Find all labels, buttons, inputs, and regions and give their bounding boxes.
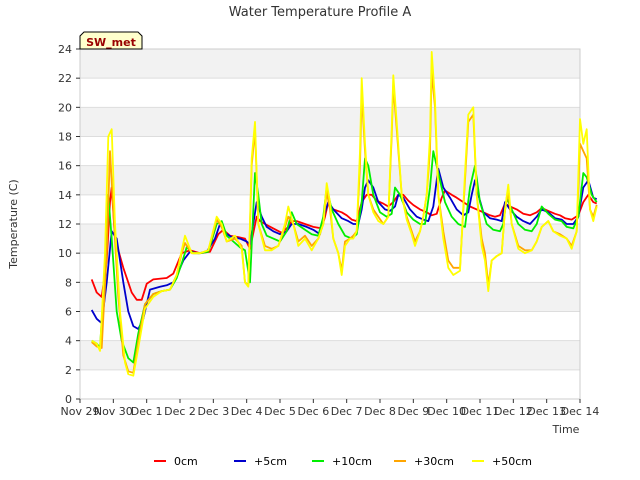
y-tick-label: 22 [58,72,72,85]
x-tick-label: Dec 12 [494,405,533,418]
y-tick-label: 2 [65,364,72,377]
series-layer [90,51,598,377]
chart-title: Water Temperature Profile A [229,5,412,20]
x-tick-label: Dec 8 [364,405,396,418]
x-tick-label: Dec 13 [527,405,566,418]
y-axis-label: Temperature (C) [7,179,20,269]
annotation-box [79,31,143,50]
y-tick-label: 24 [58,43,72,56]
grid-bands [80,49,580,370]
y-tick-label: 0 [65,393,72,406]
annotation-label: SW_met [86,36,136,49]
legend: 0cm +5cm +10cm +30cm +50cm [154,455,532,468]
x-tick-label: Dec 9 [397,405,429,418]
grid-band [80,340,580,370]
legend-label: +50cm [492,455,532,468]
y-tick-label: 4 [65,335,72,348]
x-tick-label: Dec 7 [331,405,363,418]
y-tick-label: 16 [58,160,72,173]
grid-band [80,165,580,195]
y-tick-label: 6 [65,306,72,319]
x-tick-label: Dec 11 [461,405,500,418]
grid-band [80,282,580,312]
y-tick-label: 18 [58,131,72,144]
legend-item: 0cm [154,455,198,468]
x-tick-label: Dec 3 [197,405,229,418]
legend-item: +5cm [234,455,287,468]
legend-item: +30cm [394,455,454,468]
legend-item: +50cm [472,455,532,468]
x-tick-label: Dec 6 [297,405,329,418]
y-tick-label: 20 [58,101,72,114]
x-tick-label: Dec 10 [427,405,466,418]
grid-band [80,224,580,254]
sw-met-annotation: SW_met [79,31,143,50]
y-tick-label: 12 [58,218,72,231]
x-tick-label: Dec 2 [164,405,196,418]
y-tick-label: 10 [58,247,72,260]
x-tick-label: Dec 1 [131,405,163,418]
series-line-50cm [91,51,598,377]
x-tick-label: Dec 4 [231,405,263,418]
x-tick-label: Nov 29 [61,405,100,418]
legend-label: 0cm [174,455,198,468]
legend-item: +10cm [312,455,372,468]
y-tick-label: 8 [65,276,72,289]
legend-label: +30cm [414,455,454,468]
legend-label: +5cm [254,455,287,468]
x-tick-label: Dec 5 [264,405,296,418]
grid-band [80,107,580,137]
x-tick-label: Nov 30 [94,405,133,418]
legend-label: +10cm [332,455,372,468]
grid-band [80,49,580,79]
series-line-0cm [90,186,598,301]
x-axis-label: Time [552,423,580,436]
y-tick-label: 14 [58,189,72,202]
x-tick-label: Dec 14 [561,405,600,418]
